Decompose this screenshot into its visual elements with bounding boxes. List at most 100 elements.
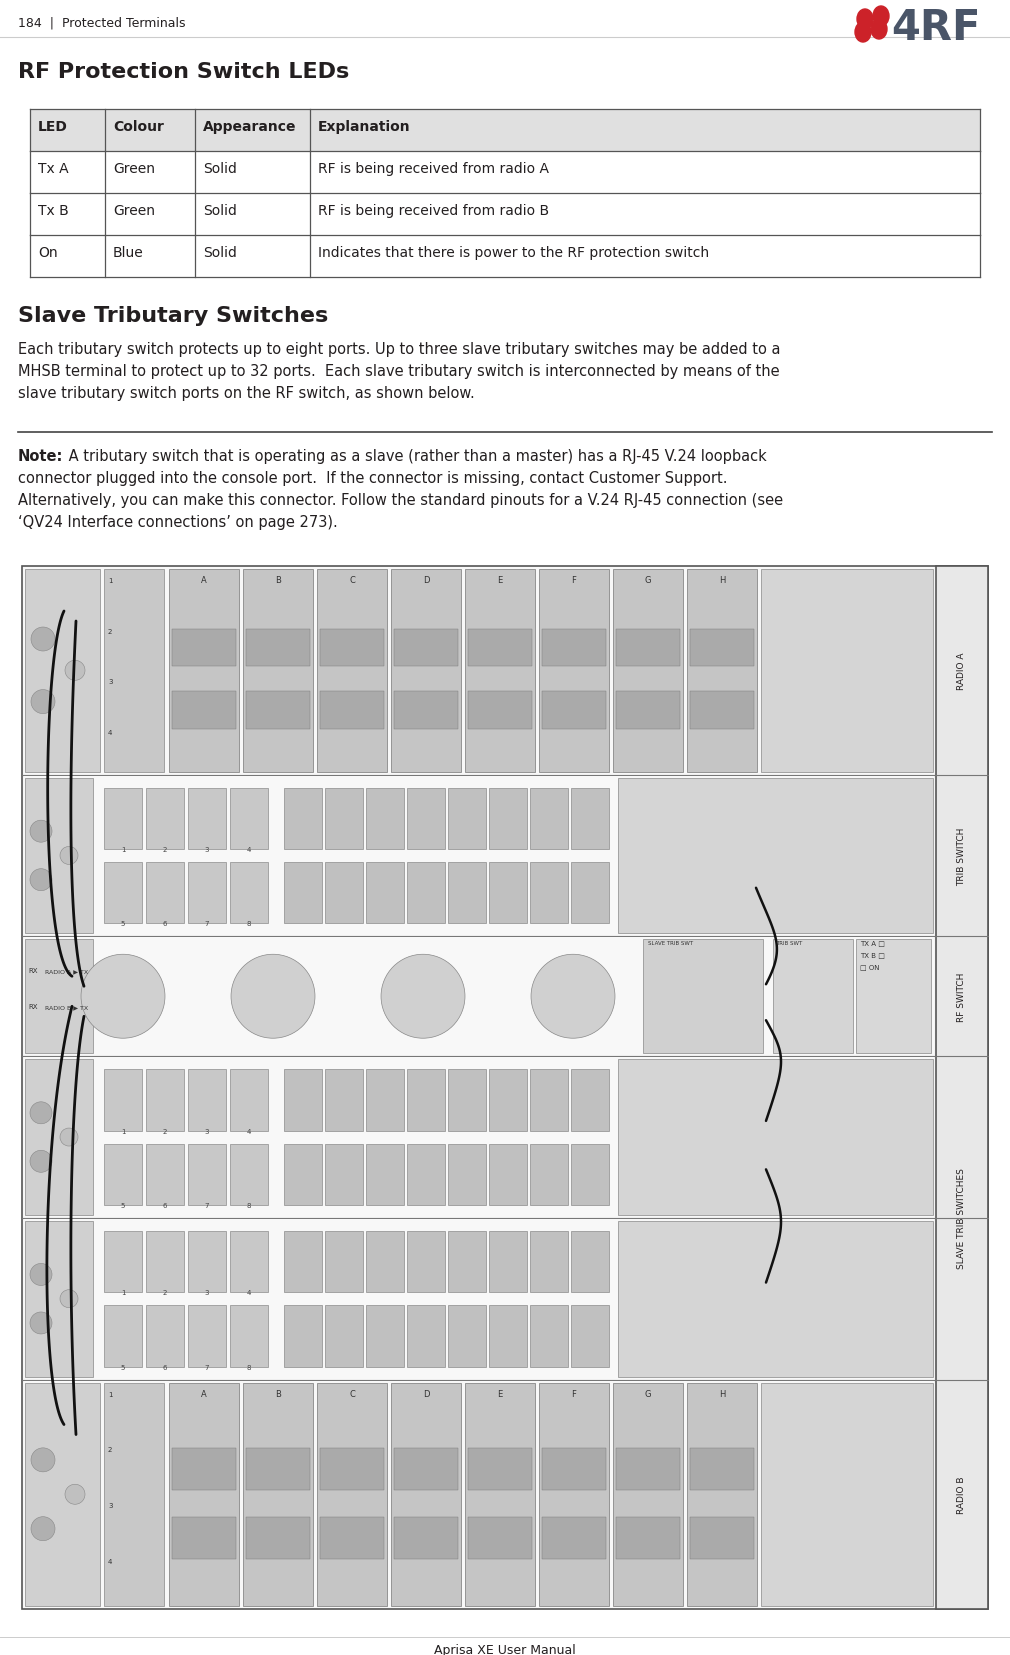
Bar: [104, 788, 142, 849]
Circle shape: [81, 955, 165, 1039]
Text: C: C: [349, 1389, 355, 1398]
Text: 2: 2: [163, 1289, 168, 1296]
Bar: [687, 569, 758, 773]
Bar: [394, 1448, 458, 1490]
Bar: [530, 788, 568, 849]
Text: 4: 4: [246, 846, 251, 852]
Bar: [30, 237, 980, 278]
Text: F: F: [572, 576, 577, 584]
Bar: [30, 152, 980, 194]
Bar: [243, 569, 313, 773]
Text: 4: 4: [246, 1129, 251, 1134]
Text: 8: 8: [246, 1364, 251, 1370]
Text: B: B: [275, 1389, 281, 1398]
Bar: [325, 1231, 363, 1293]
Bar: [24, 1380, 934, 1609]
Text: 4: 4: [108, 730, 112, 735]
Text: LED: LED: [38, 119, 68, 134]
Bar: [320, 1518, 384, 1559]
Bar: [448, 1306, 486, 1367]
Bar: [366, 1144, 404, 1205]
Bar: [407, 1069, 445, 1130]
Bar: [542, 629, 606, 667]
Text: 1: 1: [121, 1289, 125, 1296]
Bar: [172, 629, 236, 667]
Bar: [25, 940, 93, 1054]
Bar: [325, 862, 363, 923]
Bar: [936, 566, 988, 1609]
Text: Green: Green: [113, 204, 155, 218]
Text: 7: 7: [205, 1364, 209, 1370]
Text: RADIO B ▶ TX: RADIO B ▶ TX: [45, 1005, 88, 1010]
Bar: [24, 1220, 934, 1379]
Bar: [104, 1382, 164, 1605]
Text: 8: 8: [246, 1202, 251, 1208]
Text: A tributary switch that is operating as a slave (rather than a master) has a RJ-: A tributary switch that is operating as …: [64, 449, 767, 463]
Bar: [146, 788, 184, 849]
Bar: [571, 1306, 609, 1367]
Bar: [24, 1058, 934, 1216]
Bar: [22, 566, 988, 1609]
Bar: [571, 862, 609, 923]
Bar: [690, 692, 754, 730]
Bar: [146, 1144, 184, 1205]
Text: □ ON: □ ON: [860, 963, 880, 970]
Bar: [618, 1059, 933, 1215]
Text: Aprisa XE User Manual: Aprisa XE User Manual: [434, 1643, 576, 1655]
Text: Explanation: Explanation: [318, 119, 411, 134]
Bar: [539, 569, 609, 773]
Bar: [616, 629, 680, 667]
Bar: [320, 692, 384, 730]
Bar: [468, 1518, 532, 1559]
Text: Solid: Solid: [203, 247, 237, 260]
Bar: [542, 692, 606, 730]
Text: G: G: [644, 1389, 651, 1398]
Bar: [246, 1518, 310, 1559]
Text: TRIB SWITCH: TRIB SWITCH: [957, 828, 967, 885]
Bar: [284, 1144, 322, 1205]
Bar: [366, 1069, 404, 1130]
Text: RF Protection Switch LEDs: RF Protection Switch LEDs: [18, 61, 349, 83]
Text: 2: 2: [163, 1129, 168, 1134]
Text: Blue: Blue: [113, 247, 143, 260]
Bar: [230, 788, 268, 849]
Circle shape: [231, 955, 315, 1039]
Bar: [448, 1231, 486, 1293]
Bar: [465, 1382, 535, 1605]
Bar: [856, 940, 931, 1054]
Bar: [394, 692, 458, 730]
Text: RADIO B: RADIO B: [957, 1476, 967, 1513]
Bar: [530, 862, 568, 923]
Bar: [391, 1382, 461, 1605]
Text: 7: 7: [205, 920, 209, 927]
Bar: [489, 1306, 527, 1367]
Circle shape: [60, 1289, 78, 1307]
Ellipse shape: [873, 7, 889, 26]
Bar: [616, 692, 680, 730]
Bar: [616, 1448, 680, 1490]
Bar: [169, 569, 239, 773]
Bar: [489, 788, 527, 849]
Bar: [489, 1069, 527, 1130]
Circle shape: [65, 660, 85, 680]
Ellipse shape: [857, 10, 873, 30]
Text: Tx B: Tx B: [38, 204, 69, 218]
Bar: [230, 1231, 268, 1293]
Bar: [325, 788, 363, 849]
Text: 3: 3: [205, 1289, 209, 1296]
Bar: [366, 1306, 404, 1367]
Bar: [104, 1144, 142, 1205]
Bar: [284, 788, 322, 849]
Text: B: B: [275, 576, 281, 584]
Bar: [539, 1382, 609, 1605]
Text: Solid: Solid: [203, 162, 237, 175]
Bar: [320, 629, 384, 667]
Bar: [188, 1306, 226, 1367]
Text: Indicates that there is power to the RF protection switch: Indicates that there is power to the RF …: [318, 247, 709, 260]
Bar: [30, 194, 980, 237]
Circle shape: [30, 869, 52, 890]
Text: Appearance: Appearance: [203, 119, 297, 134]
Bar: [172, 1518, 236, 1559]
Text: 2: 2: [108, 1446, 112, 1453]
Text: TX A □: TX A □: [860, 940, 885, 945]
